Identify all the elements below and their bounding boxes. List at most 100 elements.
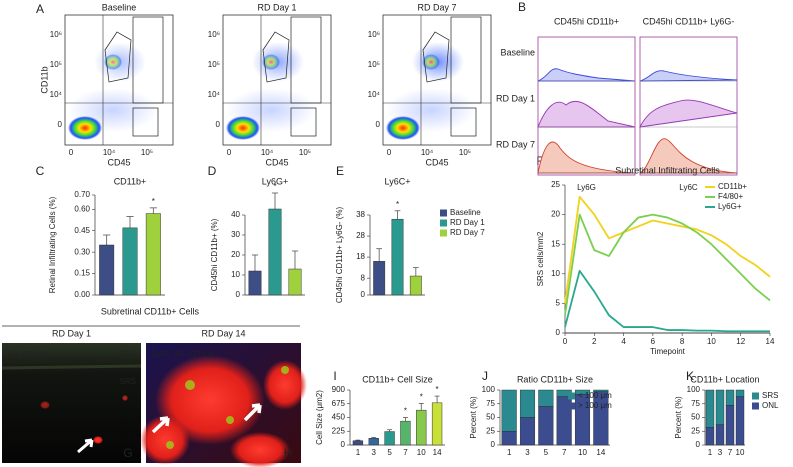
bar xyxy=(368,438,379,446)
flow-tick-label: 10⁵ xyxy=(459,148,471,157)
flow-tick-label: 10⁶ xyxy=(50,30,62,39)
x-tick-label: 8 xyxy=(680,337,685,346)
legend-label: > 100 μm xyxy=(578,401,612,410)
y-tick-label: 20 xyxy=(551,210,560,219)
legend-label: RD Day 1 xyxy=(450,218,485,227)
flow-title: RD Day 1 xyxy=(257,2,296,12)
panel-letter: J xyxy=(482,369,488,383)
gate xyxy=(104,31,132,83)
arrow xyxy=(151,416,170,434)
line-series xyxy=(564,213,771,316)
bar xyxy=(409,275,422,296)
af-spot xyxy=(226,416,234,424)
flow-title: Baseline xyxy=(102,2,137,12)
x-tick-label: 2 xyxy=(592,337,597,346)
bar-segment xyxy=(725,389,735,406)
error-bar xyxy=(418,403,424,411)
y-tick-label: 30 xyxy=(231,230,240,239)
legend-swatch xyxy=(440,209,447,217)
y-axis-label: CD45hi CD11b+ Ly6G- (%) xyxy=(335,207,344,304)
hist-row-label: RD Day 7 xyxy=(496,139,535,149)
images-title: Subretinal CD11b+ Cells xyxy=(101,306,200,316)
flow-tick-label: 0 xyxy=(58,120,63,129)
hist-frame xyxy=(639,36,738,176)
y-tick-label: 900 xyxy=(332,385,346,394)
arrow xyxy=(77,438,94,454)
flow-tick-label: 10⁴ xyxy=(103,148,116,157)
cell xyxy=(230,432,290,467)
y-tick-label: 75 xyxy=(691,399,700,408)
y-tick-label: 10 xyxy=(551,269,560,278)
chart-title: Ly6C+ xyxy=(385,176,411,186)
hist-x-label: Ly6G xyxy=(577,183,596,192)
y-tick-label: 0.60 xyxy=(74,204,90,213)
stain-label: DAPI xyxy=(152,350,171,359)
event-density xyxy=(226,116,260,140)
legend-label: < 100 μm xyxy=(578,391,612,400)
hist-frame xyxy=(537,36,636,176)
bar-segment xyxy=(538,389,554,407)
legend-swatch xyxy=(752,392,759,400)
error-bar xyxy=(126,216,134,228)
chart-title: Ly6G+ xyxy=(262,176,288,186)
flow-tick-label: 0 xyxy=(227,148,232,157)
flow-tick-label: 0 xyxy=(216,120,221,129)
x-tick-label: 3 xyxy=(718,448,723,457)
bar-segment xyxy=(501,431,517,446)
bar-segment xyxy=(593,389,609,392)
annotation: * xyxy=(420,393,423,402)
error-bar xyxy=(291,250,299,269)
x-tick-label: 10 xyxy=(707,337,716,346)
y-tick-label: 0.15 xyxy=(74,269,90,278)
x-tick-label: 10 xyxy=(736,448,745,457)
y-tick-label: 100 xyxy=(482,385,496,394)
bar xyxy=(384,431,395,446)
stain-label: AF xyxy=(8,350,18,359)
legend-label: ONL xyxy=(762,401,779,410)
flow-tick-label: 0 xyxy=(376,120,381,129)
legend-swatch xyxy=(568,392,575,400)
x-tick-label: 7 xyxy=(403,448,408,457)
bar xyxy=(99,244,115,296)
hist-x-label: Ly6C xyxy=(679,183,698,192)
bar-segment xyxy=(501,389,517,432)
histogram xyxy=(639,70,738,82)
cell xyxy=(263,360,307,410)
chart-title: CD11b+ Cell Size xyxy=(362,374,433,384)
y-tick-label: 38 xyxy=(356,210,365,219)
event-density xyxy=(262,54,280,70)
histogram xyxy=(537,68,636,82)
gate xyxy=(450,16,482,104)
flow-tick-label: 10⁴ xyxy=(208,90,221,99)
annotation: * xyxy=(436,385,439,394)
panel-letter: D xyxy=(208,164,217,178)
flow-x-label: CD45 xyxy=(425,157,448,167)
gate xyxy=(422,31,450,83)
legend-label: Ly6G+ xyxy=(718,202,742,211)
flow-tick-label: 10⁴ xyxy=(261,148,274,157)
line-series xyxy=(564,269,770,333)
cell xyxy=(93,436,103,444)
bar xyxy=(268,208,282,296)
plot-frame xyxy=(222,14,332,146)
x-tick-label: 7 xyxy=(562,448,567,457)
af-spot xyxy=(185,380,195,390)
bar-segment xyxy=(519,417,536,446)
flow-tick-label: 10⁵ xyxy=(208,60,220,69)
af-spot xyxy=(281,366,289,374)
flow-x-label: CD45 xyxy=(265,157,288,167)
error-bar xyxy=(251,254,259,271)
x-tick-label: 1 xyxy=(356,448,361,457)
flow-tick-label: 0 xyxy=(69,148,74,157)
bar xyxy=(391,218,404,296)
x-tick-label: 6 xyxy=(651,337,656,346)
histogram xyxy=(537,141,636,174)
legend-label: SRS xyxy=(762,391,778,400)
bar xyxy=(416,409,427,446)
panel-letter: G xyxy=(123,446,132,460)
bar xyxy=(400,420,411,446)
y-tick-label: 20 xyxy=(231,250,240,259)
hist-header: CD45hi CD11b+ xyxy=(554,16,619,26)
flow-tick-label: 10⁴ xyxy=(50,90,63,99)
error-bar xyxy=(149,207,157,214)
